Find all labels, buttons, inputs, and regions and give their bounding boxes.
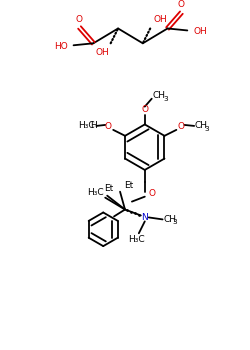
Text: OH: OH (154, 15, 168, 24)
Text: CH: CH (194, 121, 207, 131)
Text: CH: CH (164, 215, 176, 224)
Text: 3: 3 (204, 126, 209, 132)
Text: CH: CH (153, 91, 166, 100)
Text: H₃C: H₃C (128, 235, 145, 244)
Text: 3: 3 (172, 219, 177, 225)
Text: O: O (76, 15, 83, 24)
Text: H₃C: H₃C (88, 188, 104, 197)
Text: O: O (178, 122, 185, 131)
Text: O: O (178, 0, 185, 9)
Text: OH: OH (193, 27, 207, 36)
Text: O: O (105, 122, 112, 131)
Text: Et: Et (104, 184, 114, 193)
Text: HO: HO (54, 42, 68, 51)
Text: OH: OH (95, 48, 109, 57)
Text: H₃C: H₃C (78, 121, 95, 131)
Text: H: H (90, 121, 96, 131)
Text: 3: 3 (164, 96, 168, 102)
Text: Et: Et (124, 181, 133, 190)
Text: O: O (141, 105, 148, 114)
Text: O: O (148, 189, 155, 198)
Text: N: N (142, 213, 148, 222)
